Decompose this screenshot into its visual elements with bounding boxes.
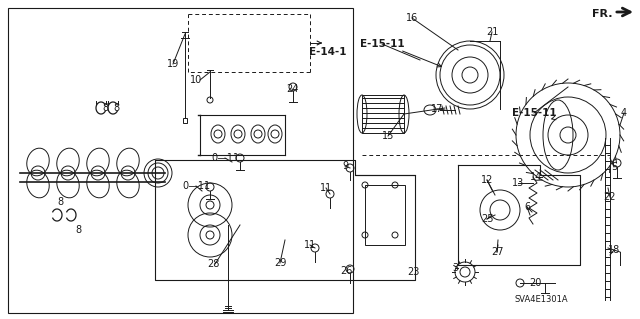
Text: 6: 6: [524, 202, 530, 212]
Text: 20: 20: [529, 278, 541, 288]
Text: 24: 24: [286, 84, 298, 94]
Text: 25: 25: [481, 214, 493, 224]
Text: 8: 8: [102, 103, 108, 113]
Text: E-15-11: E-15-11: [512, 108, 556, 118]
Text: 26: 26: [340, 266, 352, 276]
Text: 22: 22: [604, 192, 616, 202]
Text: 11: 11: [320, 183, 332, 193]
Text: E-14-1: E-14-1: [309, 47, 347, 57]
Text: 10: 10: [190, 75, 202, 85]
Bar: [8, 8, 353, 313]
Text: 8: 8: [113, 103, 119, 113]
Text: 16: 16: [406, 13, 418, 23]
Text: 5: 5: [611, 162, 617, 172]
Text: 21: 21: [486, 27, 498, 37]
Text: 27: 27: [491, 247, 503, 257]
Text: 12: 12: [481, 175, 493, 185]
Text: 28: 28: [207, 259, 219, 269]
Text: 4: 4: [621, 108, 627, 118]
Text: 19: 19: [167, 59, 179, 69]
Text: FR.: FR.: [592, 9, 612, 19]
Bar: [183, 118, 187, 123]
Text: 0—11: 0—11: [211, 153, 239, 163]
Text: 29: 29: [274, 258, 286, 268]
Text: 23: 23: [407, 267, 419, 277]
Text: 14: 14: [530, 172, 542, 182]
Text: 8: 8: [57, 197, 63, 207]
Text: 18: 18: [608, 245, 620, 255]
Bar: [365, 185, 405, 245]
Text: 3: 3: [452, 263, 458, 273]
Bar: [362, 95, 404, 133]
Text: 0—11: 0—11: [182, 181, 210, 191]
Text: 11: 11: [304, 240, 316, 250]
Text: E-15-11: E-15-11: [360, 39, 404, 49]
Text: 15: 15: [382, 131, 394, 141]
Text: 9: 9: [342, 161, 348, 171]
Text: 13: 13: [512, 178, 524, 188]
Text: 8: 8: [75, 225, 81, 235]
Text: 17: 17: [431, 104, 443, 114]
Text: SVA4E1301A: SVA4E1301A: [514, 294, 568, 303]
